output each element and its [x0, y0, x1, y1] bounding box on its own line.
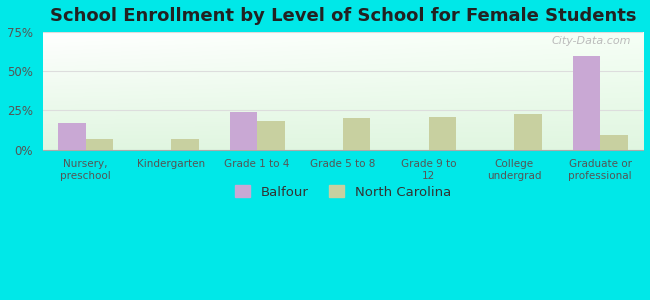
Bar [600, 135, 628, 149]
Bar [58, 123, 86, 149]
Bar [514, 113, 542, 149]
Title: School Enrollment by Level of School for Female Students: School Enrollment by Level of School for… [49, 7, 636, 25]
Text: City-Data.com: City-Data.com [552, 36, 631, 46]
Bar [86, 139, 113, 149]
Bar [172, 139, 199, 149]
Bar [257, 121, 285, 149]
Bar [428, 117, 456, 149]
Bar [343, 118, 370, 149]
Bar [573, 56, 600, 149]
Bar [229, 112, 257, 149]
Legend: Balfour, North Carolina: Balfour, North Carolina [229, 180, 456, 204]
